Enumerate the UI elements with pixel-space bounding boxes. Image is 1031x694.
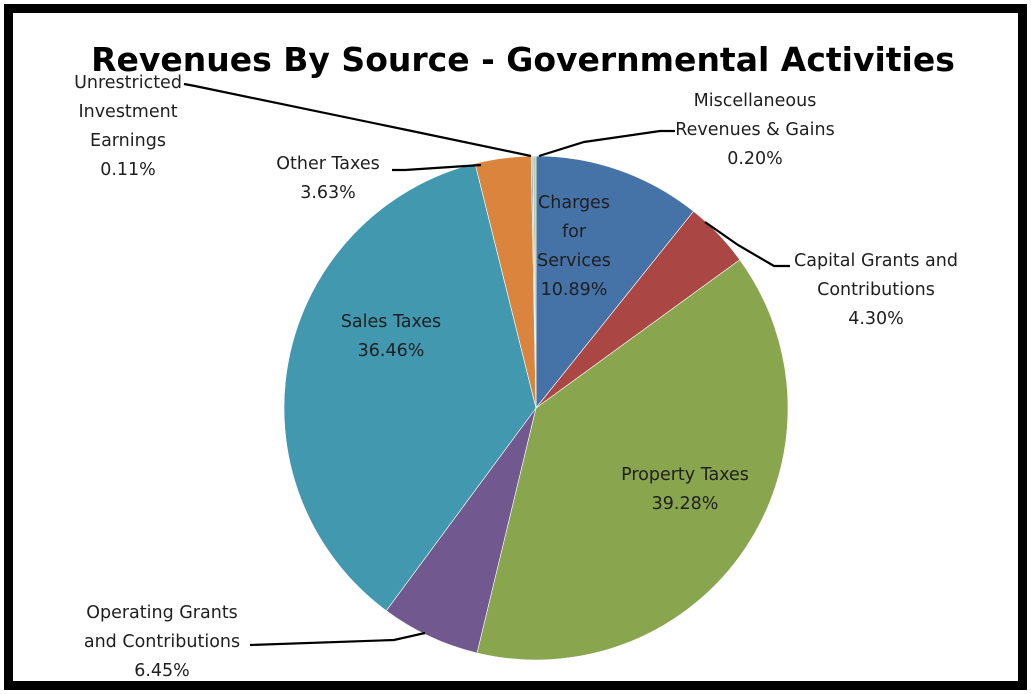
slice-percent: 4.30% xyxy=(848,309,904,329)
slice-label-line: Miscellaneous xyxy=(694,91,817,111)
chart-title: Revenues By Source - Governmental Activi… xyxy=(91,40,955,79)
slice-label-line: Other Taxes xyxy=(276,154,379,174)
slice-label-sales-taxes: Sales Taxes 36.46% xyxy=(341,312,441,361)
slice-label-line: Contributions xyxy=(817,280,935,300)
slice-label-line: for xyxy=(562,222,587,242)
slice-label-capital-grants-and-contributions: Capital Grants and Contributions 4.30% xyxy=(794,251,958,329)
slice-label-line: Services xyxy=(537,251,611,271)
slice-percent: 0.11% xyxy=(100,160,156,180)
slice-label-line: Revenues & Gains xyxy=(675,120,834,140)
pie-slice-charges-for-services xyxy=(535,155,694,409)
slice-label-line: Capital Grants and xyxy=(794,251,958,271)
slice-label-line: Earnings xyxy=(90,131,166,151)
slice-percent: 0.20% xyxy=(727,149,783,169)
slice-label-line: Investment xyxy=(78,102,177,122)
slice-label-line: Unrestricted xyxy=(74,73,182,93)
slice-label-charges-for-services: Charges for Services 10.89% xyxy=(537,193,611,300)
slice-label-miscellaneous-revenues-and-gains: Miscellaneous Revenues & Gains 0.20% xyxy=(675,91,834,169)
slice-label-other-taxes: Other Taxes 3.63% xyxy=(276,154,379,203)
slice-percent: 10.89% xyxy=(541,280,608,300)
leader-line-other-taxes xyxy=(392,163,482,172)
slice-percent: 6.45% xyxy=(134,661,190,681)
leader-line-capital-grants-and-contributions xyxy=(704,221,790,268)
leader-line-unrestricted-investment-earnings xyxy=(183,82,532,158)
slice-label-line: Operating Grants xyxy=(86,603,238,623)
slice-label-property-taxes: Property Taxes 39.28% xyxy=(621,465,749,514)
slice-labels: Charges for Services 10.89% Capital Grants a… xyxy=(74,73,958,681)
slice-label-line: Property Taxes xyxy=(621,465,749,485)
slice-label-unrestricted-investment-earnings: Unrestricted Investment Earnings 0.11% xyxy=(74,73,182,180)
slice-percent: 39.28% xyxy=(652,494,719,514)
leader-line-operating-grants-and-contributions xyxy=(249,631,426,647)
slice-percent: 36.46% xyxy=(358,341,425,361)
slice-label-line: Charges xyxy=(538,193,610,213)
leader-line-miscellaneous-revenues-and-gains xyxy=(538,129,675,158)
slice-label-line: and Contributions xyxy=(84,632,240,652)
slice-label-operating-grants-and-contributions: Operating Grants and Contributions 6.45% xyxy=(84,603,240,681)
pie-slice-miscellaneous-revenues-and-gains xyxy=(532,155,537,409)
pie-slice-property-taxes xyxy=(476,259,789,661)
slice-percent: 3.63% xyxy=(300,183,356,203)
slice-label-line: Sales Taxes xyxy=(341,312,441,332)
leader-lines xyxy=(183,82,790,647)
pie-slice-sales-taxes xyxy=(283,163,537,612)
pie-slices xyxy=(283,155,789,661)
